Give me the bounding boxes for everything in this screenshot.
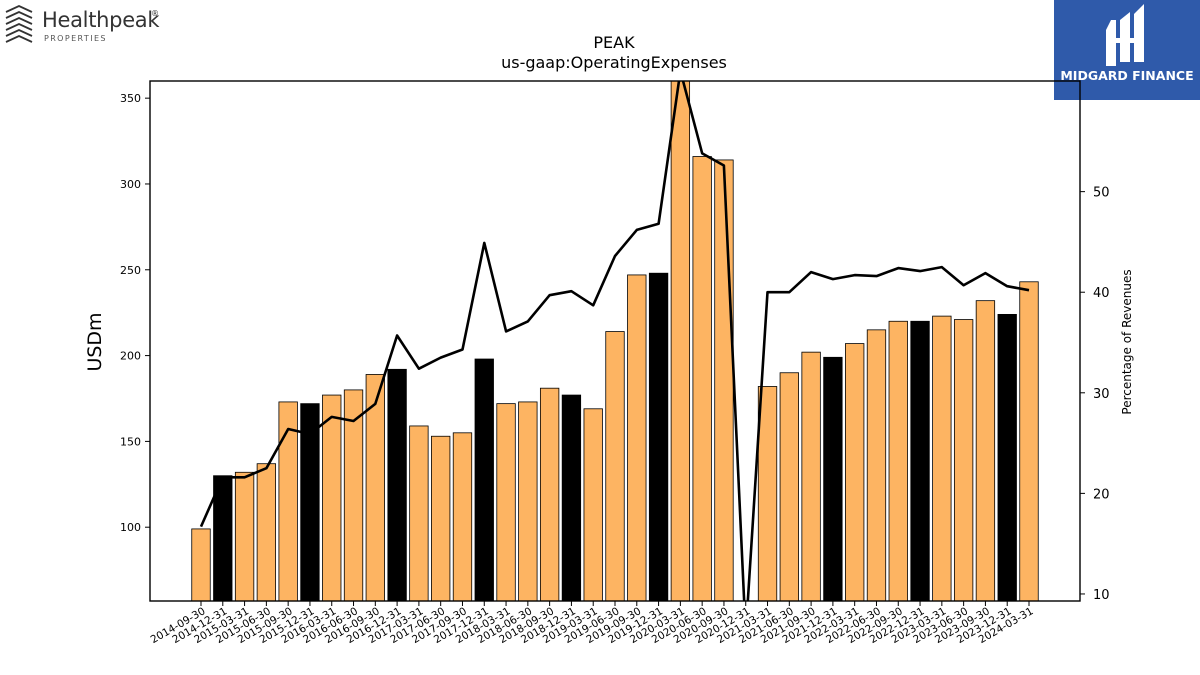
bar bbox=[343, 389, 364, 601]
midgard-name: MIDGARD FINANCE bbox=[1060, 68, 1194, 83]
chart-subtitle: us-gaap:OperatingExpenses bbox=[501, 53, 727, 72]
bar bbox=[888, 320, 908, 601]
bar bbox=[300, 403, 320, 601]
y-tick-label: 100 bbox=[120, 521, 141, 534]
bar bbox=[997, 313, 1017, 601]
y2-tick-label: 20 bbox=[1093, 487, 1110, 502]
y-tick-label: 200 bbox=[120, 350, 141, 363]
bar bbox=[409, 425, 429, 601]
bar bbox=[932, 315, 952, 601]
bar bbox=[910, 320, 930, 601]
bar bbox=[583, 408, 603, 601]
y2-axis-label: Percentage of Revenues bbox=[1120, 269, 1134, 414]
percentage-line bbox=[199, 81, 1030, 601]
bar bbox=[627, 274, 647, 601]
y2-tick-label: 10 bbox=[1093, 588, 1110, 603]
chart-title: PEAK bbox=[593, 33, 635, 52]
line-series-group bbox=[199, 81, 1030, 601]
bar bbox=[213, 475, 233, 601]
bar bbox=[191, 528, 211, 601]
bar bbox=[452, 432, 473, 601]
y2-tick-label: 40 bbox=[1093, 286, 1110, 301]
healthpeak-name: Healthpeak bbox=[42, 8, 160, 32]
bar bbox=[605, 331, 625, 601]
bar bbox=[823, 356, 843, 601]
midgard-logo: MIDGARD FINANCE bbox=[1054, 0, 1200, 100]
bar bbox=[670, 81, 691, 601]
bar bbox=[975, 300, 996, 601]
bar bbox=[322, 394, 342, 601]
building-stack-icon bbox=[5, 5, 33, 43]
bar bbox=[387, 368, 407, 601]
bar-series bbox=[191, 81, 1039, 601]
y-tick-label: 350 bbox=[120, 92, 141, 105]
y-tick-label: 300 bbox=[120, 178, 141, 191]
bar bbox=[1019, 281, 1039, 601]
bar bbox=[234, 471, 255, 601]
y-tick-label: 250 bbox=[120, 264, 141, 277]
midgard-emblem-icon bbox=[1106, 4, 1144, 66]
bar bbox=[561, 394, 582, 601]
y-tick-label: 150 bbox=[120, 435, 141, 448]
y-axis-label: USDm bbox=[84, 312, 106, 371]
healthpeak-subtitle: PROPERTIES bbox=[44, 34, 107, 43]
bar bbox=[474, 358, 494, 601]
bar bbox=[845, 343, 865, 601]
y2-tick-label: 30 bbox=[1093, 387, 1110, 402]
bar bbox=[866, 329, 887, 601]
bar bbox=[256, 463, 277, 601]
bar bbox=[801, 351, 821, 601]
bar bbox=[518, 401, 538, 601]
bar bbox=[779, 372, 799, 601]
bar bbox=[496, 403, 516, 601]
bar bbox=[692, 156, 712, 601]
bar bbox=[278, 401, 298, 601]
bar bbox=[714, 159, 734, 601]
bar bbox=[757, 386, 778, 601]
bar bbox=[953, 319, 974, 601]
bar bbox=[539, 387, 560, 601]
bar bbox=[431, 435, 451, 601]
healthpeak-logo: Healthpeak ® PROPERTIES bbox=[4, 4, 174, 48]
bar bbox=[648, 272, 669, 601]
registered-mark: ® bbox=[151, 9, 159, 18]
y2-tick-label: 50 bbox=[1093, 186, 1110, 201]
